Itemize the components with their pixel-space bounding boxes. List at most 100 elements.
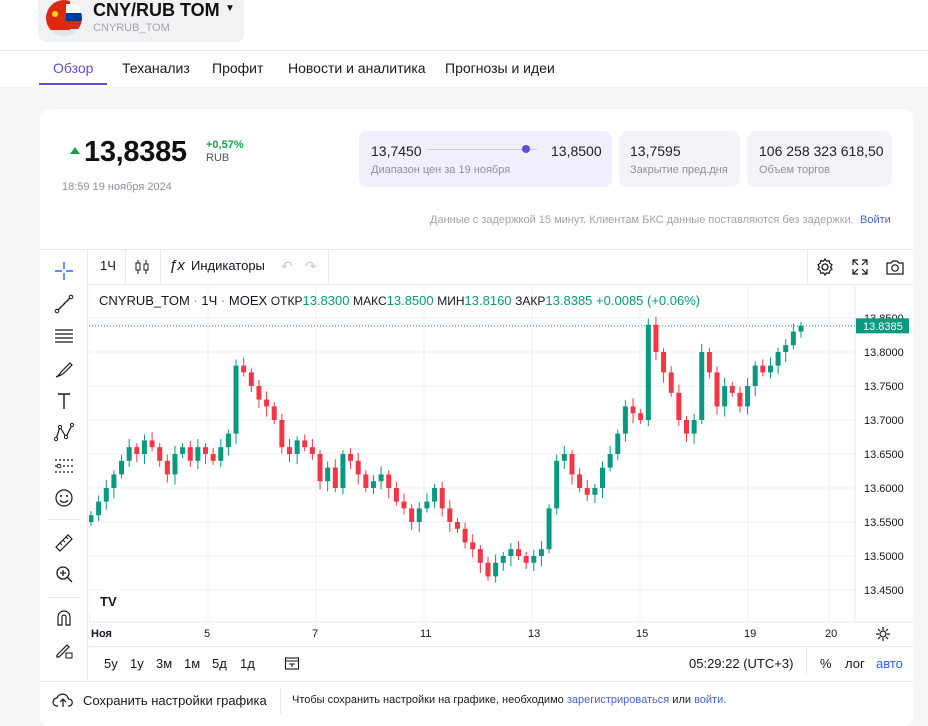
toolbar-divider: [328, 250, 329, 285]
save-settings-button[interactable]: Сохранить настройки графика: [83, 693, 267, 708]
range-1y-button[interactable]: 1у: [130, 656, 144, 671]
flag-icon: [46, 0, 82, 36]
text-icon[interactable]: [51, 388, 77, 414]
camera-icon[interactable]: [885, 258, 905, 281]
candle-body: [454, 522, 460, 529]
tab-tech-analysis[interactable]: Теханализ: [122, 60, 190, 76]
toolbar-divider: [48, 519, 80, 520]
candles-icon[interactable]: [133, 258, 151, 281]
y-tick-label: 13.5500: [864, 517, 904, 529]
range-5d-button[interactable]: 5д: [212, 656, 227, 671]
fib-retracement-icon[interactable]: [51, 323, 77, 349]
candle-body: [256, 386, 262, 400]
crosshair-icon[interactable]: [51, 258, 77, 284]
cloud-upload-icon[interactable]: [52, 691, 74, 714]
candle-body: [378, 474, 384, 482]
x-tick-label: 13: [528, 628, 540, 640]
emoji-icon[interactable]: [51, 485, 77, 511]
pattern-icon[interactable]: [51, 420, 77, 446]
chart-clock[interactable]: 05:29:22 (UTC+3): [689, 656, 794, 671]
legend-high-label: МАКС: [353, 294, 387, 308]
caret-down-icon[interactable]: ▼: [225, 3, 235, 14]
brush-icon[interactable]: [51, 356, 77, 382]
tab-profit[interactable]: Профит: [212, 60, 264, 76]
x-tick-label: 19: [744, 628, 756, 640]
legend-high: 13.8500: [386, 293, 434, 308]
candle-body: [523, 556, 529, 563]
auto-scale-button[interactable]: авто: [876, 656, 903, 671]
last-price-label: 13.8385: [863, 321, 903, 333]
candle-body: [141, 440, 147, 454]
candle-body: [294, 440, 300, 454]
log-scale-button[interactable]: лог: [845, 656, 865, 671]
price-chart[interactable]: 13.8500 13.8000 13.7500 13.7000 13.6500 13.60…: [89, 286, 913, 646]
candle-body: [737, 392, 743, 407]
chart-bottom-toolbar: [89, 646, 913, 681]
range-5y-button[interactable]: 5у: [104, 656, 118, 671]
candle-body: [485, 562, 491, 577]
quote-timestamp: 18:59 19 ноября 2024: [62, 181, 172, 193]
candle-body: [111, 474, 117, 488]
range-1m-button[interactable]: 1м: [184, 656, 201, 671]
candle-body: [676, 392, 682, 420]
instrument-title[interactable]: CNY/RUB TOM: [93, 0, 220, 20]
legend-low: 13.8160: [464, 293, 512, 308]
candle-body: [271, 406, 277, 420]
range-3m-button[interactable]: 3м: [156, 656, 173, 671]
forecast-icon[interactable]: [51, 453, 77, 479]
candle-body: [699, 352, 705, 420]
save-note-or: или: [672, 694, 692, 706]
time-axis: Ноя 5 7 11 13 15 19 20: [91, 628, 837, 640]
candle-body: [203, 447, 209, 454]
magnet-icon[interactable]: [51, 605, 77, 631]
candle-body: [760, 365, 766, 373]
candle-body: [386, 474, 392, 488]
chart-top-toolbar: [89, 250, 913, 285]
interval-button[interactable]: 1Ч: [100, 258, 116, 273]
date-range-icon[interactable]: [284, 655, 300, 676]
candle-body: [172, 454, 178, 475]
legend-close: 13.8385: [545, 293, 593, 308]
candle-body: [134, 447, 140, 454]
prev-close: 13,7595: [630, 143, 681, 159]
register-link[interactable]: зарегистрироваться: [566, 694, 670, 706]
candle-body: [119, 460, 125, 475]
percent-scale-button[interactable]: %: [820, 656, 832, 671]
candle-body: [691, 420, 697, 434]
tab-news[interactable]: Новости и аналитика: [288, 60, 426, 76]
volume-label: Объем торгов: [759, 164, 830, 176]
fullscreen-icon[interactable]: [851, 258, 869, 281]
range-1d-button[interactable]: 1д: [240, 656, 255, 671]
trend-line-icon[interactable]: [51, 291, 77, 317]
y-tick-label: 13.7500: [864, 381, 904, 393]
zoom-in-icon[interactable]: [51, 561, 77, 587]
ruler-icon[interactable]: [51, 530, 77, 556]
range-low: 13,7450: [371, 143, 422, 159]
candle-body: [493, 562, 499, 577]
candle-body: [607, 454, 613, 468]
candle-body: [508, 549, 514, 556]
divider: [0, 50, 928, 51]
redo-icon[interactable]: ↷: [305, 258, 317, 274]
candle-body: [500, 556, 506, 563]
tab-forecasts[interactable]: Прогнозы и идеи: [445, 60, 555, 76]
undo-icon[interactable]: ↶: [281, 258, 293, 274]
toolbar-divider: [160, 250, 161, 285]
indicators-button[interactable]: Индикаторы: [191, 258, 265, 273]
candle-body: [638, 413, 644, 420]
tab-overview[interactable]: Обзор: [53, 60, 94, 76]
indicators-icon[interactable]: ƒx: [169, 257, 185, 274]
settings-icon[interactable]: [815, 257, 835, 282]
login-link[interactable]: Войти: [860, 214, 891, 226]
toolbar-divider: [807, 250, 808, 285]
price-axis: 13.850013.800013.750013.700013.650013.60…: [864, 313, 904, 597]
candle-body: [546, 508, 552, 550]
y-tick-label: 13.6500: [864, 449, 904, 461]
prev-close-box: 13,7595 Закрытие пред.дня: [619, 131, 740, 187]
candle-body: [149, 440, 155, 448]
candle-body: [554, 460, 560, 509]
candle-body: [332, 467, 338, 488]
login-link-2[interactable]: войти.: [694, 694, 727, 706]
lock-drawing-icon[interactable]: [51, 637, 77, 663]
candle-body: [164, 460, 170, 475]
